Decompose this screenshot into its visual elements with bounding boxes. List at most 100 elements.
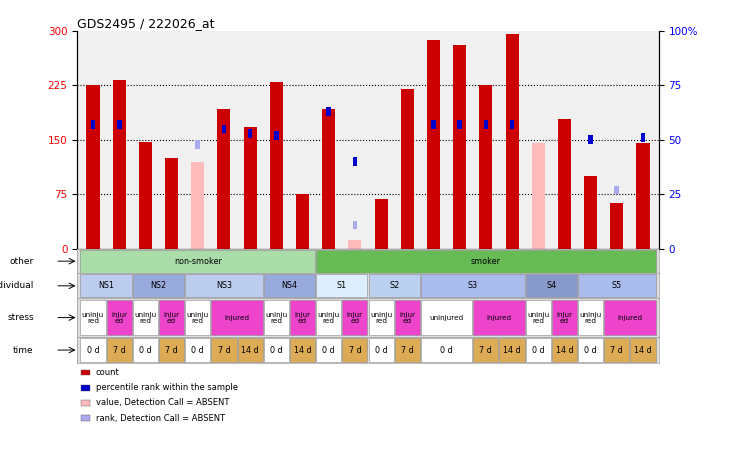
Bar [578,300,604,336]
Bar [185,274,263,297]
Bar [270,82,283,249]
Bar [244,127,257,249]
Bar [107,300,132,336]
Text: percentile rank within the sample: percentile rank within the sample [96,383,238,392]
Text: NS3: NS3 [216,282,232,290]
Text: 0 d: 0 d [270,346,283,355]
Bar [631,338,656,362]
Text: uninju
red: uninju red [370,311,392,324]
Bar [500,338,525,362]
Text: uninju
red: uninju red [82,311,104,324]
Bar [290,338,315,362]
Bar [165,158,178,249]
Bar [91,120,96,129]
Text: 7 d: 7 d [218,346,230,355]
Bar [473,338,498,362]
Bar [353,220,357,229]
Text: time: time [13,346,34,355]
Bar [296,193,309,249]
Bar [394,338,420,362]
Bar [453,46,466,249]
Bar [222,125,226,133]
Text: 0 d: 0 d [532,346,545,355]
Bar [290,300,315,336]
Bar [211,338,236,362]
Bar [326,107,331,116]
Text: NS1: NS1 [98,282,114,290]
Bar [400,89,414,249]
Bar [80,250,315,273]
Bar [558,119,571,249]
Bar [211,300,263,336]
Bar [86,85,99,249]
Bar [604,338,629,362]
Bar [578,338,604,362]
Bar [132,274,184,297]
Bar [195,140,200,148]
Bar [526,300,551,336]
Bar [526,274,577,297]
Text: injur
ed: injur ed [399,311,415,324]
Text: S2: S2 [389,282,400,290]
Text: 14 d: 14 d [556,346,573,355]
Text: S4: S4 [546,282,556,290]
Bar [552,338,577,362]
Text: 7 d: 7 d [401,346,414,355]
Bar [375,200,388,249]
Text: NS2: NS2 [150,282,166,290]
Bar [510,120,514,129]
Text: 0 d: 0 d [191,346,204,355]
Bar [578,274,656,297]
Text: value, Detection Call = ABSENT: value, Detection Call = ABSENT [96,399,229,407]
Bar [263,274,315,297]
Text: 7 d: 7 d [479,346,492,355]
Bar [159,338,184,362]
Text: uninju
red: uninju red [187,311,209,324]
Text: injured: injured [618,315,643,320]
Bar [369,338,394,362]
Bar [263,338,289,362]
Text: 0 d: 0 d [584,346,597,355]
Bar [263,300,289,336]
Bar [479,85,492,249]
Text: 0 d: 0 d [322,346,335,355]
Text: 7 d: 7 d [165,346,178,355]
Text: 14 d: 14 d [294,346,311,355]
Text: count: count [96,368,119,377]
Bar [80,300,105,336]
Text: injur
ed: injur ed [111,311,127,324]
Text: uninju
red: uninju red [265,311,288,324]
Text: uninju
red: uninju red [134,311,157,324]
Bar [457,120,462,129]
Bar [316,274,367,297]
Bar [132,300,158,336]
Text: injur
ed: injur ed [163,311,180,324]
Bar [159,300,184,336]
Text: 0 d: 0 d [139,346,152,355]
Bar [473,300,525,336]
Text: smoker: smoker [471,257,501,265]
Bar [274,131,279,140]
Bar [584,176,597,249]
Bar [185,338,210,362]
Text: uninju
red: uninju red [527,311,549,324]
Text: S3: S3 [467,282,478,290]
Bar [191,162,205,249]
Bar [637,143,650,249]
Bar [484,120,488,129]
Bar [316,250,656,273]
Bar [421,300,473,336]
Text: injur
ed: injur ed [347,311,363,324]
Bar [217,109,230,249]
Bar [185,300,210,336]
Text: other: other [10,257,34,265]
Text: injur
ed: injur ed [556,311,573,324]
Text: 7 d: 7 d [610,346,623,355]
Text: 0 d: 0 d [87,346,99,355]
Bar [238,338,263,362]
Bar [107,338,132,362]
Text: non-smoker: non-smoker [174,257,222,265]
Bar [117,120,121,129]
Text: injur
ed: injur ed [294,311,311,324]
Bar [369,300,394,336]
